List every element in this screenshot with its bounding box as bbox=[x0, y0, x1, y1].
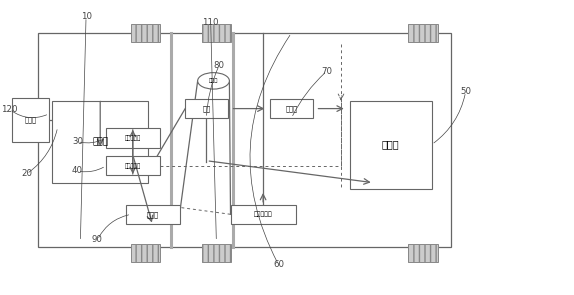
Bar bbox=[131, 24, 160, 42]
Bar bbox=[106, 156, 160, 176]
Text: 功率分配器: 功率分配器 bbox=[125, 135, 141, 141]
Text: 110: 110 bbox=[203, 18, 219, 27]
Text: 70: 70 bbox=[321, 67, 332, 76]
Text: 发动机: 发动机 bbox=[92, 137, 108, 146]
Text: 80: 80 bbox=[214, 61, 224, 70]
Bar bbox=[270, 99, 313, 118]
Text: 10: 10 bbox=[80, 12, 91, 21]
Bar bbox=[231, 205, 296, 224]
Bar bbox=[38, 33, 452, 247]
Text: 50: 50 bbox=[460, 87, 471, 96]
Text: 90: 90 bbox=[92, 235, 103, 245]
Bar bbox=[106, 128, 160, 148]
Bar bbox=[201, 24, 231, 42]
Bar bbox=[13, 98, 49, 142]
Text: 多功能电机: 多功能电机 bbox=[125, 163, 141, 169]
Circle shape bbox=[197, 73, 230, 89]
Text: 电机控制器: 电机控制器 bbox=[254, 212, 273, 217]
Bar bbox=[126, 205, 180, 224]
Bar bbox=[350, 101, 432, 189]
Text: 耦合: 耦合 bbox=[203, 105, 211, 112]
Bar bbox=[409, 244, 438, 262]
Text: 发电机: 发电机 bbox=[25, 116, 37, 123]
Text: 30: 30 bbox=[72, 137, 83, 146]
Text: 40: 40 bbox=[72, 166, 83, 176]
Bar bbox=[131, 244, 160, 262]
Text: 60: 60 bbox=[273, 260, 284, 269]
Text: 蓄电池: 蓄电池 bbox=[382, 140, 400, 150]
Text: 变速筱: 变速筱 bbox=[146, 211, 158, 218]
Bar bbox=[52, 101, 148, 183]
Text: 减速器: 减速器 bbox=[209, 78, 218, 83]
Bar bbox=[201, 244, 231, 262]
Text: 充电器: 充电器 bbox=[285, 105, 297, 112]
Text: 20: 20 bbox=[21, 169, 32, 178]
Text: 120: 120 bbox=[1, 105, 18, 114]
Bar bbox=[185, 99, 228, 118]
Bar bbox=[409, 24, 438, 42]
